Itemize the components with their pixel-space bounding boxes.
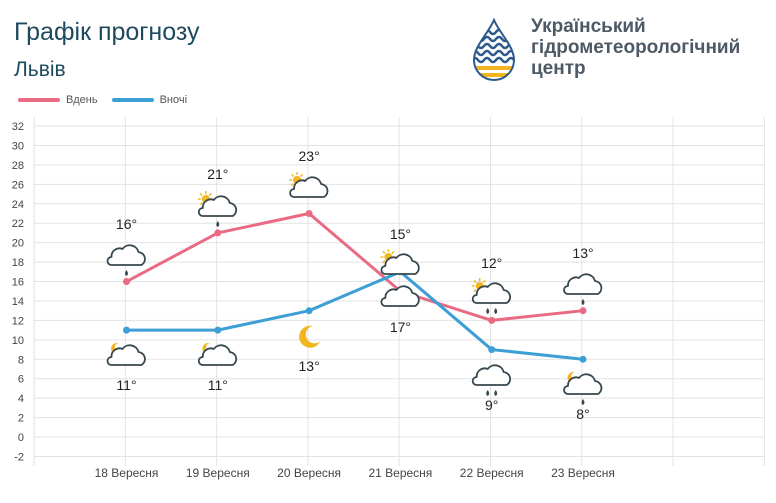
day-temp-label: 13° <box>572 245 593 261</box>
day-series-line <box>125 211 584 322</box>
night-temp-label: 11° <box>116 377 136 393</box>
y-tick-label: -2 <box>14 452 24 464</box>
night-weather-icon <box>197 342 238 366</box>
day-temp-label: 16° <box>116 216 137 232</box>
y-tick-label: 4 <box>18 393 24 405</box>
day-temp-label: 12° <box>481 255 502 271</box>
night-temp-label: 17° <box>390 319 411 335</box>
city-name: Львів <box>14 58 66 81</box>
day-temp-label: 23° <box>299 148 320 164</box>
day-point <box>305 209 313 217</box>
legend-label-night: Вночі <box>159 94 188 106</box>
y-tick-label: 2 <box>18 413 24 425</box>
night-weather-icon <box>106 342 146 366</box>
day-weather-icon <box>197 191 238 227</box>
legend-swatch-day <box>18 98 60 102</box>
day-point <box>579 307 587 315</box>
x-tick-label: 19 Вересня <box>186 466 250 480</box>
day-weather-icon <box>563 273 603 305</box>
night-weather-icon <box>299 325 321 348</box>
night-weather-icon <box>563 371 603 405</box>
y-tick-label: 10 <box>12 335 24 347</box>
legend-label-day: Вдень <box>66 94 98 106</box>
y-tick-label: 22 <box>12 218 24 230</box>
night-point <box>305 307 313 315</box>
day-weather-icon <box>471 278 512 314</box>
x-tick-label: 22 Вересня <box>460 466 524 480</box>
day-weather-icon <box>380 249 420 275</box>
chart-legend: Вдень Вночі <box>18 92 201 108</box>
y-tick-label: 14 <box>12 296 24 308</box>
y-tick-label: 18 <box>12 257 24 269</box>
night-weather-icon <box>380 285 420 307</box>
day-point <box>214 229 222 237</box>
logo-line-2: гідрометеорологічний <box>531 37 741 58</box>
page-title: Графік прогнозу <box>14 18 200 46</box>
logo-text: Український гідрометеорологічний центр <box>531 16 740 79</box>
x-tick-label: 20 Вересня <box>277 466 341 480</box>
day-temp-label: 15° <box>390 226 411 242</box>
x-tick-label: 23 Вересня <box>551 466 615 480</box>
night-temp-label: 13° <box>299 358 320 374</box>
y-tick-label: 24 <box>12 199 24 211</box>
x-tick-label: 21 Вересня <box>368 466 432 480</box>
night-point <box>579 355 587 363</box>
y-tick-label: 6 <box>18 374 24 386</box>
night-point <box>123 326 130 334</box>
y-tick-label: 32 <box>12 121 24 133</box>
y-tick-label: 8 <box>18 354 24 366</box>
day-weather-icon <box>289 172 329 198</box>
night-point <box>214 326 222 334</box>
legend-item-day[interactable]: Вдень <box>18 94 98 106</box>
logo-line-1: Український <box>531 16 646 37</box>
night-temp-label: 11° <box>208 377 228 393</box>
night-temp-label: 8° <box>576 406 589 422</box>
y-tick-label: 0 <box>18 432 24 444</box>
night-temp-label: 9° <box>485 397 498 413</box>
logo-line-3: центр <box>531 58 586 79</box>
legend-swatch-night <box>111 98 154 102</box>
day-weather-icon <box>106 244 146 276</box>
day-point <box>123 278 130 286</box>
y-tick-label: 16 <box>12 277 24 289</box>
y-tick-label: 30 <box>12 140 24 152</box>
legend-item-night[interactable]: Вночі <box>111 94 188 106</box>
day-point <box>488 316 496 324</box>
night-series-line <box>126 270 584 361</box>
day-temp-label: 21° <box>207 166 228 182</box>
x-tick-label: 18 Вересня <box>95 466 159 480</box>
night-weather-icon <box>471 364 512 396</box>
drop-logo-icon <box>472 18 516 81</box>
y-tick-label: 20 <box>12 238 24 250</box>
y-tick-label: 28 <box>12 160 24 172</box>
hydromet-logo: Український гідрометеорологічний центр <box>470 16 770 86</box>
night-point <box>488 346 496 354</box>
y-tick-label: 12 <box>12 315 24 327</box>
y-tick-label: 26 <box>12 179 24 191</box>
